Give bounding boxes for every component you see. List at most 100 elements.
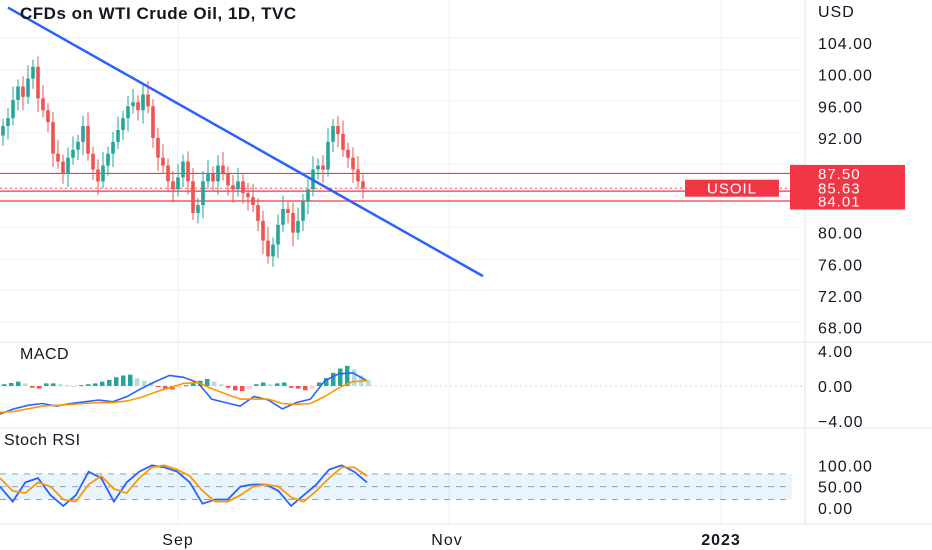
candle-body <box>166 165 170 182</box>
macd-histogram-bar <box>338 368 343 386</box>
price-badge <box>790 192 905 210</box>
macd-histogram-bar <box>72 386 77 387</box>
macd-histogram-bar <box>289 386 294 388</box>
macd-histogram-bar <box>44 383 49 386</box>
macd-histogram-bar <box>303 386 308 391</box>
candle-body <box>191 181 195 213</box>
stoch-rsi-pane[interactable] <box>0 464 792 508</box>
price-tick-label: 100.00 <box>818 68 873 85</box>
macd-histogram-bar <box>93 383 98 386</box>
macd-histogram-bar <box>58 384 63 386</box>
time-axis[interactable]: Sep Nov 2023 <box>162 532 741 549</box>
macd-histogram-bar <box>254 384 259 386</box>
candle-body <box>246 193 250 198</box>
candle-body <box>146 94 150 107</box>
price-pane[interactable] <box>0 6 805 278</box>
price-badge <box>790 164 905 182</box>
candle-body <box>251 197 255 206</box>
macd-title: MACD <box>20 346 69 363</box>
candle-body <box>231 185 235 190</box>
candle-body <box>341 133 345 150</box>
macd-histogram-bar <box>51 383 56 386</box>
macd-histogram-bar <box>226 386 231 388</box>
candle-body <box>361 181 365 189</box>
macd-histogram-bar <box>121 375 126 386</box>
candle-body <box>91 153 95 170</box>
price-axis[interactable]: 104.00 100.00 96.00 92.00 80.00 76.00 72.00 68.… <box>818 36 873 518</box>
candle-body <box>346 149 350 158</box>
macd-histogram-bar <box>135 378 140 386</box>
candle-body <box>116 130 120 142</box>
candle-body <box>101 165 105 182</box>
candle-body <box>171 181 175 190</box>
candlestick-series <box>1 56 365 267</box>
candle-body <box>291 212 295 233</box>
macd-histogram-bar <box>219 384 224 386</box>
candle-body <box>111 141 115 154</box>
macd-histogram-bar <box>331 372 336 386</box>
candle-body <box>186 161 190 182</box>
candle-body <box>36 66 40 99</box>
macd-histogram-bar <box>296 386 301 389</box>
macd-line <box>0 372 368 415</box>
candle-body <box>276 224 280 245</box>
trendline[interactable] <box>7 6 484 278</box>
candle-body <box>81 126 85 142</box>
macd-histogram-bar <box>275 383 280 386</box>
candle-body <box>271 244 275 257</box>
macd-histogram-bar <box>268 384 273 386</box>
price-tick-label: 68.00 <box>818 321 863 338</box>
price-tick-label: 96.00 <box>818 99 863 116</box>
candle-body <box>76 141 80 150</box>
macd-histogram-bar <box>310 386 315 389</box>
macd-histogram-bar <box>163 386 168 389</box>
candle-body <box>326 141 330 170</box>
horizontal-levels[interactable] <box>0 172 805 202</box>
candle-body <box>46 110 50 123</box>
candle-body <box>236 181 240 190</box>
macd-histogram-bar <box>37 386 42 389</box>
macd-histogram-bar <box>65 385 70 387</box>
price-badge-label: 84.01 <box>818 194 861 211</box>
candle-body <box>16 86 20 100</box>
last-price-label: 85.63 <box>818 181 861 198</box>
macd-histogram-bar <box>23 383 28 386</box>
signal-line <box>0 380 368 414</box>
candle-body <box>351 157 355 170</box>
candle-body <box>336 126 340 134</box>
candle-body <box>196 205 200 213</box>
candle-body <box>21 86 25 97</box>
macd-histogram-bar <box>9 382 14 386</box>
candle-body <box>61 161 65 174</box>
price-badge-label: 87.50 <box>818 166 861 183</box>
last-price-badge <box>790 179 905 197</box>
candle-body <box>221 165 225 174</box>
macd-histogram-bar <box>184 385 189 387</box>
macd-histogram-bar <box>30 386 35 388</box>
macd-histogram-bar <box>261 382 266 386</box>
candle-body <box>201 181 205 206</box>
candle-body <box>6 118 10 127</box>
macd-tick-label: 0.00 <box>818 379 853 396</box>
candle-body <box>211 173 215 182</box>
candle-body <box>96 169 100 182</box>
candle-body <box>296 220 300 233</box>
candle-body <box>176 177 180 190</box>
candle-body <box>241 181 245 194</box>
stoch-k-line <box>0 464 368 508</box>
price-tick-label: 72.00 <box>818 289 863 306</box>
macd-histogram-bar <box>170 386 175 390</box>
grid <box>0 0 932 525</box>
time-tick-label: Sep <box>162 532 193 549</box>
time-tick-label: Nov <box>431 532 462 549</box>
macd-pane[interactable] <box>0 365 805 415</box>
macd-histogram-bar <box>247 386 252 390</box>
candle-body <box>316 165 320 170</box>
macd-tick-label: 4.00 <box>818 344 853 361</box>
stoch-d-line <box>0 464 368 503</box>
candle-body <box>286 209 290 213</box>
candle-body <box>71 149 75 158</box>
macd-histogram-bar <box>128 374 133 386</box>
candle-body <box>51 122 55 154</box>
